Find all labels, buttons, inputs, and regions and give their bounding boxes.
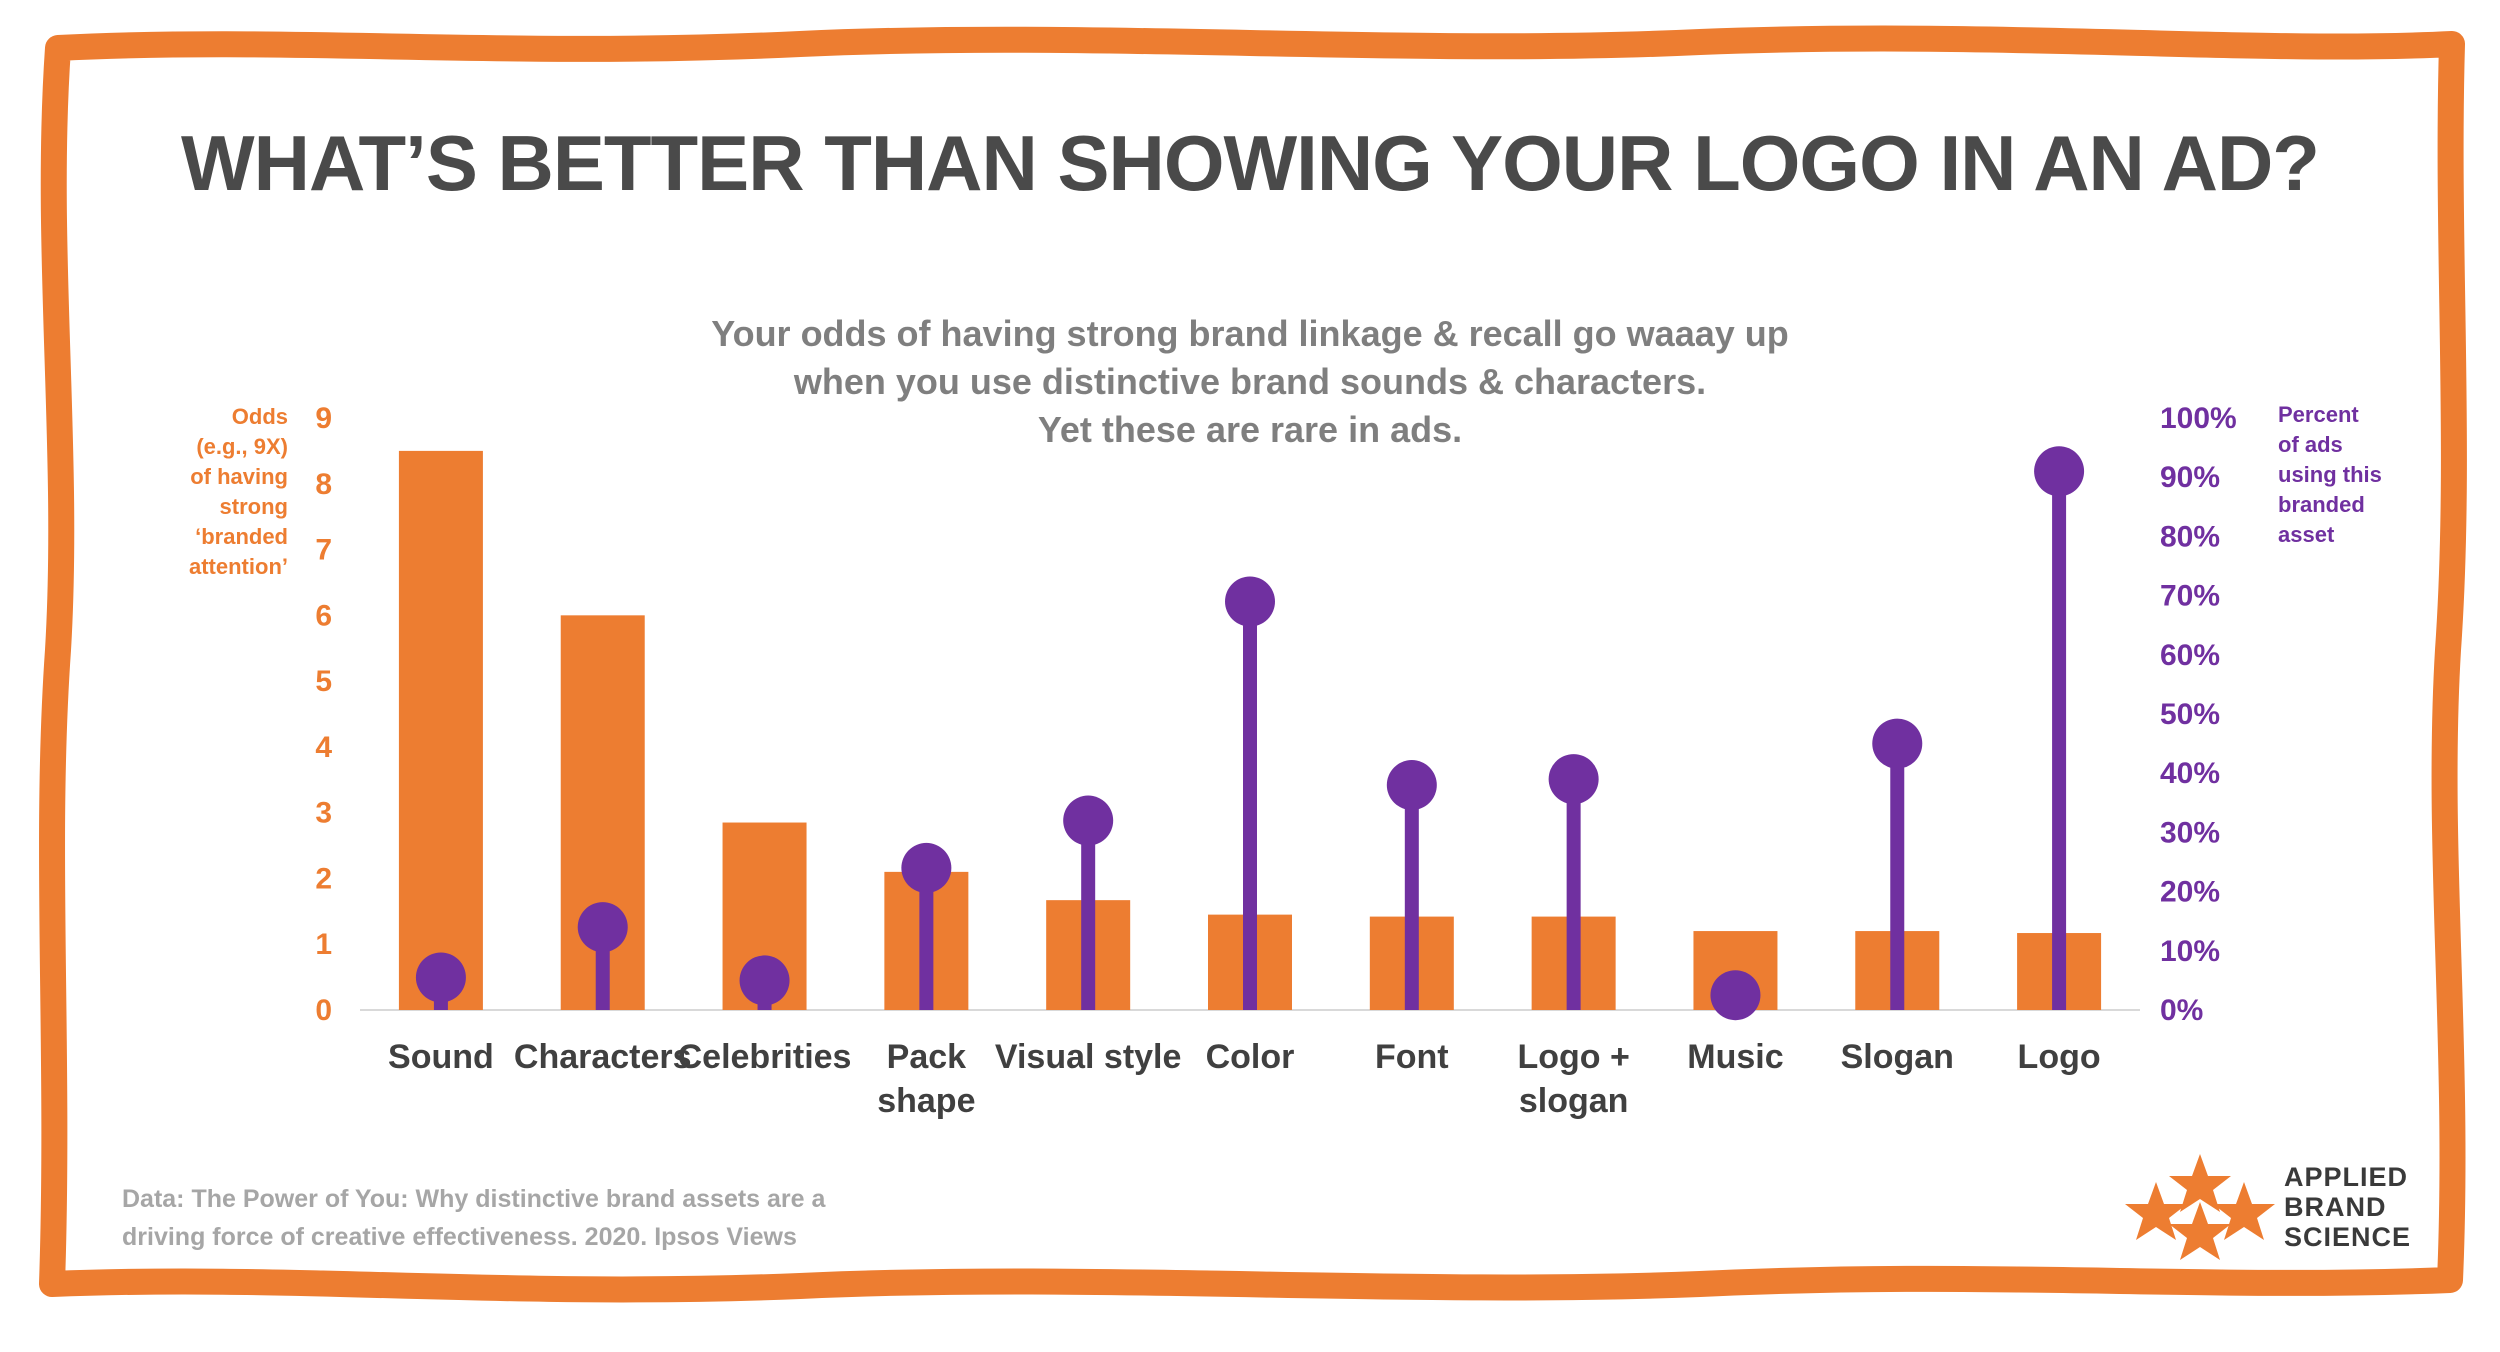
category-label: Color [1206,1038,1295,1076]
category-label: Sound [388,1038,494,1076]
category-label: Characters [514,1038,692,1076]
left-axis-tick-label: 5 [315,665,332,698]
right-axis-tick-label: 70% [2160,580,2220,613]
left-axis-tick-label: 4 [315,731,332,764]
lollipop-dot [1710,970,1761,1021]
left-axis-tick-label: 3 [315,797,332,830]
right-axis-tick-label: 80% [2160,520,2220,553]
right-axis-title-line: using this [2278,462,2382,487]
right-axis-tick-label: 10% [2160,935,2220,968]
chart-title: WHAT’S BETTER THAN SHOWING YOUR LOGO IN … [181,119,2320,207]
left-axis-tick-label: 6 [315,599,332,632]
right-axis-title-line: asset [2278,522,2335,547]
category-label: Font [1375,1038,1449,1076]
subtitle-line: Yet these are rare in ads. [1037,409,1463,450]
category-label: Pack [887,1038,966,1076]
right-axis-tick-label: 50% [2160,698,2220,731]
category-label: Visual style [995,1038,1182,1076]
logo-line: SCIENCE [2284,1222,2412,1252]
category-label: Music [1687,1038,1783,1076]
category-label: Slogan [1841,1038,1954,1076]
lollipop-dot [1386,760,1437,811]
lollipop-dot [1063,795,1114,846]
left-axis-tick-label: 9 [315,402,332,435]
applied-brand-science-logo: APPLIED BRAND SCIENCE [2120,1152,2410,1262]
lollipop-dot [1225,576,1275,627]
left-axis-tick-label: 2 [315,862,332,895]
lollipop-dot [415,952,466,1003]
left-axis-title: Odds (e.g., 9X) of having strong ‘brande… [150,402,288,582]
source-line: driving force of creative effectiveness.… [122,1223,797,1251]
data-source-note: Data: The Power of You: Why distinctive … [122,1180,902,1256]
lollipop-dot [2034,446,2085,497]
star-cluster-icon [2125,1154,2275,1260]
right-axis-tick-label: 0% [2160,994,2203,1027]
category-label: Logo + [1517,1038,1629,1076]
right-axis-title-line: Percent [2278,402,2359,427]
logo-line: APPLIED [2284,1162,2409,1192]
right-axis-title-line: branded [2278,492,2365,517]
right-axis-tick-label: 30% [2160,816,2220,849]
right-axis-title: Percent of ads using this branded asset [2278,400,2428,550]
category-label: slogan [1519,1082,1629,1120]
left-axis-title-line: attention’ [189,554,288,579]
subtitle-line: when you use distinctive brand sounds & … [793,361,1707,402]
subtitle-line: Your odds of having strong brand linkage… [711,313,1789,354]
category-label: Logo [2018,1038,2101,1076]
source-line: Data: The Power of You: Why distinctive … [122,1185,826,1213]
right-axis-tick-label: 60% [2160,639,2220,672]
left-axis-title-line: strong [219,494,288,519]
bar-sound [398,450,483,1010]
right-axis-tick-label: 20% [2160,876,2220,909]
category-label: shape [877,1082,975,1120]
lollipop-dot [901,842,952,893]
left-axis-tick-label: 8 [315,468,332,501]
right-axis-tick-label: 90% [2160,461,2220,494]
right-axis-tick-label: 100% [2160,402,2237,435]
lollipop-dot [1548,754,1599,805]
left-axis-title-line: ‘branded [195,524,288,549]
left-axis-title-line: (e.g., 9X) [196,434,288,459]
left-axis-tick-label: 1 [315,928,332,961]
lollipop-dot [1872,718,1923,769]
left-axis-tick-label: 7 [315,534,332,567]
logo-line: BRAND [2284,1192,2387,1222]
left-axis-title-line: of having [190,464,288,489]
chart-subtitle: Your odds of having strong brand linkage… [580,310,1920,454]
lollipop-dot [739,955,790,1006]
lollipop-dot [577,902,628,953]
left-axis-title-line: Odds [231,404,288,429]
logo-wordmark: APPLIED BRAND SCIENCE [2284,1162,2411,1252]
left-axis-tick-label: 0 [315,994,332,1027]
right-axis-title-line: of ads [2278,432,2343,457]
right-axis-tick-label: 40% [2160,757,2220,790]
category-label: Celebrities [678,1038,852,1076]
